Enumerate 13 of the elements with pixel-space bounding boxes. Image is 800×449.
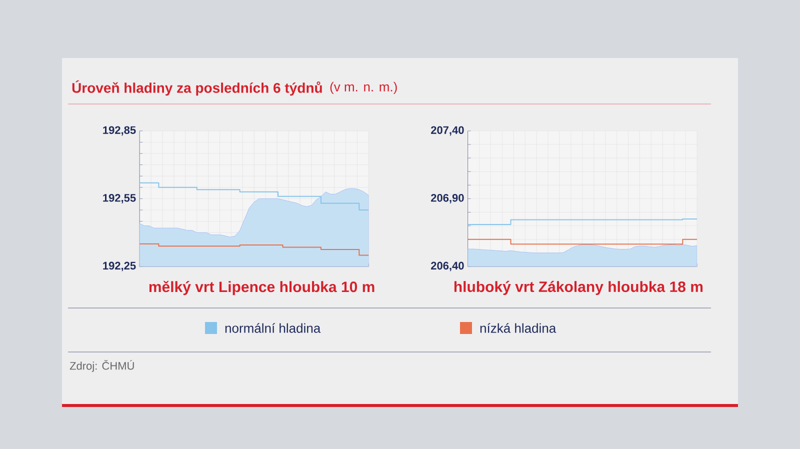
x-axis-title: mělký vrt Lipence hloubka 10 m (149, 280, 374, 296)
legend-label: nízká hladina (480, 323, 556, 333)
x-axis-title: hluboký vrt Zákolany hloubka 18 m (454, 280, 703, 296)
y-tick-label: 192,55 (103, 194, 136, 204)
y-tick-label: 206,40 (431, 262, 464, 272)
text: Zdroj: ČHMÚ (70, 360, 134, 372)
legend-label: normální hladina (225, 323, 321, 333)
y-tick-label: 206,90 (431, 194, 464, 204)
y-tick-label: 192,85 (103, 126, 136, 136)
chart-title: Úroveň hladiny za posledních 6 týdnů (72, 80, 322, 96)
y-tick-label: 192,25 (103, 262, 136, 272)
y-tick-label: 207,40 (431, 126, 464, 136)
chart-subtitle: (v m. n. m.) (330, 82, 397, 94)
